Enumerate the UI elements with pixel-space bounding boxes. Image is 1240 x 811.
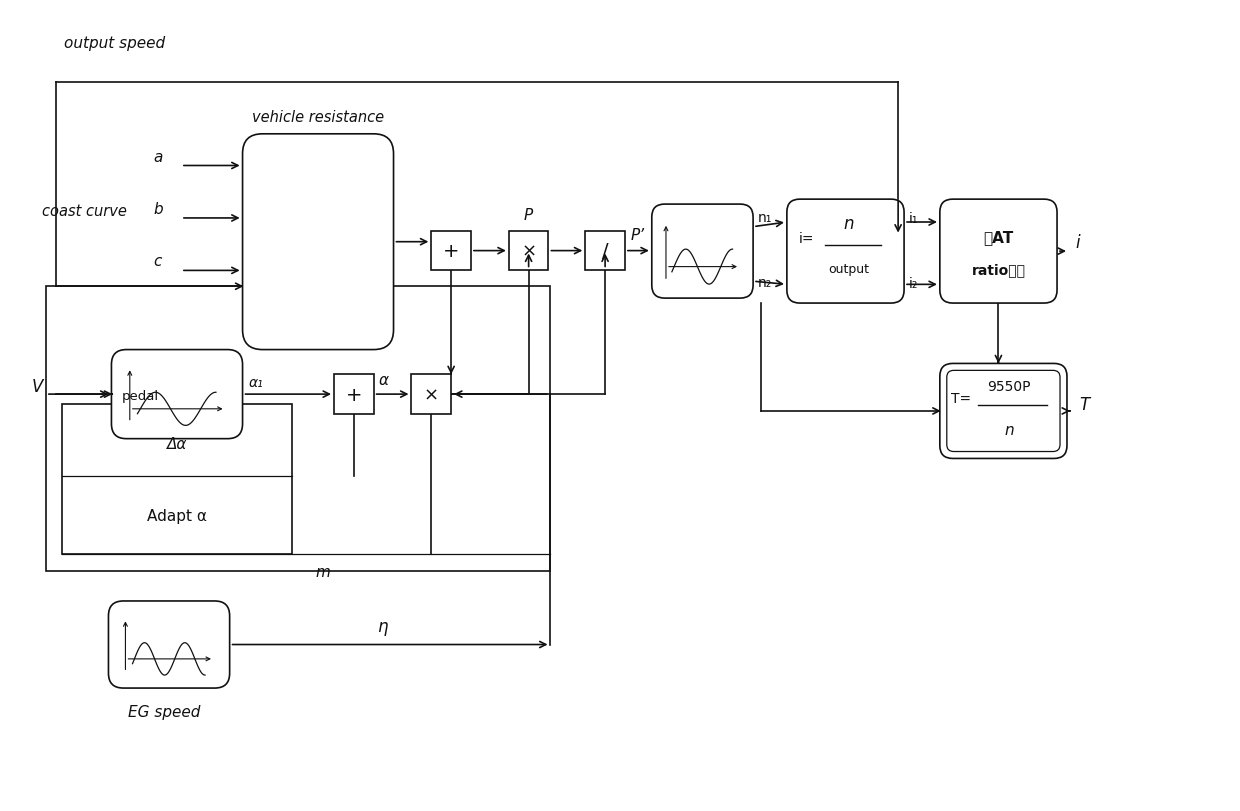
Text: i=: i= [800, 231, 815, 245]
Text: P’: P’ [631, 227, 645, 242]
Text: b: b [154, 202, 162, 217]
FancyBboxPatch shape [112, 350, 243, 439]
Text: T: T [1079, 396, 1089, 414]
Text: n: n [1004, 423, 1014, 438]
FancyBboxPatch shape [940, 364, 1066, 459]
Text: +: + [443, 242, 459, 261]
FancyBboxPatch shape [652, 205, 753, 298]
FancyBboxPatch shape [947, 371, 1060, 452]
Text: EG speed: EG speed [128, 704, 201, 719]
Text: n₂: n₂ [758, 276, 773, 290]
Text: n: n [843, 215, 853, 233]
Text: /: / [601, 242, 609, 261]
Text: ×: × [424, 386, 439, 404]
Bar [585, 231, 625, 271]
Text: vehicle resistance: vehicle resistance [252, 109, 384, 125]
Text: m: m [315, 564, 330, 580]
Text: Adapt α: Adapt α [148, 508, 207, 523]
Text: T=: T= [951, 391, 972, 406]
Text: i₂: i₂ [909, 277, 919, 291]
Text: ×: × [521, 242, 536, 260]
Text: ratio比对: ratio比对 [971, 263, 1025, 277]
Text: pedal: pedal [122, 390, 159, 403]
Text: P: P [525, 208, 533, 223]
FancyBboxPatch shape [787, 200, 904, 303]
FancyBboxPatch shape [940, 200, 1056, 303]
Text: output speed: output speed [63, 36, 165, 50]
FancyBboxPatch shape [108, 601, 229, 689]
Text: output: output [828, 263, 869, 276]
Text: 9550P: 9550P [987, 380, 1032, 394]
Text: i: i [1075, 234, 1080, 251]
Text: c: c [154, 254, 161, 269]
Text: η: η [377, 617, 387, 635]
Text: +: + [346, 385, 362, 404]
Bar [508, 231, 548, 271]
Text: V: V [32, 378, 43, 396]
FancyBboxPatch shape [243, 135, 393, 350]
Text: α: α [378, 373, 388, 388]
Text: i₁: i₁ [909, 212, 919, 225]
Text: 与AT: 与AT [983, 230, 1013, 245]
Bar [334, 375, 373, 414]
Text: coast curve: coast curve [42, 204, 126, 219]
Text: a: a [154, 149, 162, 165]
Text: Δα: Δα [167, 436, 187, 451]
Bar [432, 231, 471, 271]
Text: n₁: n₁ [758, 211, 773, 225]
Bar [62, 405, 293, 555]
Bar [46, 287, 551, 572]
Bar [412, 375, 451, 414]
Text: α₁: α₁ [248, 375, 263, 390]
